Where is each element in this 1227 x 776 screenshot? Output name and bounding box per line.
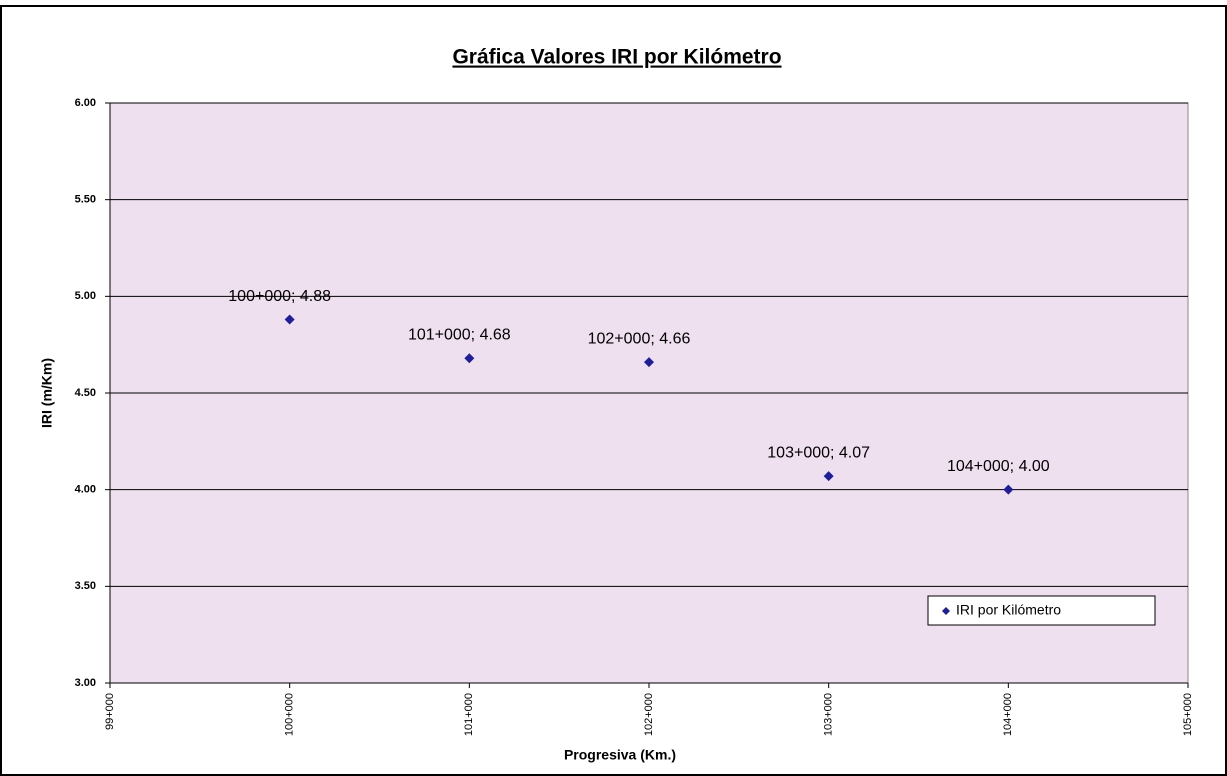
legend-marker [942,607,950,615]
point [464,353,475,364]
point [823,471,834,482]
y-tick-label: 5.00 [75,290,96,302]
point [1003,484,1014,495]
x-tick-label: 100+000 [284,693,296,736]
x-tick-label: 101+000 [463,693,475,736]
x-tick-label: 105+000 [1182,693,1194,736]
x-tick-label: 103+000 [823,693,835,736]
point [644,357,654,368]
y-tick-label: 4.50 [75,387,96,399]
point [284,314,295,325]
y-tick-label: 3.00 [75,677,96,689]
legend-box [927,595,1156,626]
y-tick-label: 3.50 [75,580,96,592]
data-label: 100+000; 4.88 [228,288,331,305]
x-tick-label: 99+000 [104,693,116,730]
x-tick-label: 104+000 [1002,693,1014,736]
chart-title: Gráfica Valores IRI por Kilómetro [452,46,781,69]
y-tick-label: 6.00 [75,97,96,109]
x-tick-label: 102+000 [643,693,655,736]
y-axis-label: IRI (m/Km) [39,358,55,428]
legend-label: IRI por Kilómetro [956,602,1061,618]
x-axis-label: Progresiva (Km.) [564,747,676,763]
y-tick-label: 4.00 [75,484,96,496]
y-tick-label: 5.50 [75,194,96,206]
data-label: 101+000; 4.68 [408,326,511,343]
data-label: 104+000; 4.00 [947,458,1050,475]
data-label: 102+000; 4.66 [588,330,691,347]
data-label: 103+000; 4.07 [767,444,870,461]
